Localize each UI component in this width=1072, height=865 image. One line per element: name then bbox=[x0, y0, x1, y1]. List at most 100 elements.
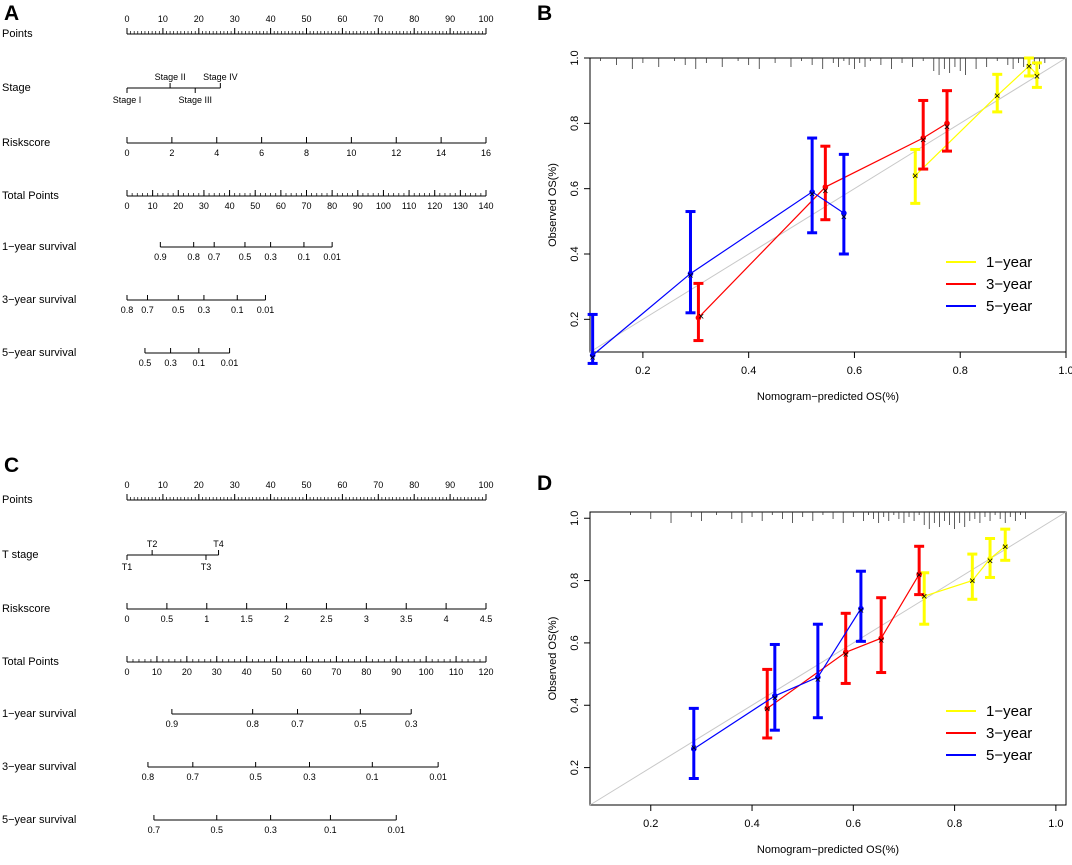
scale-tick-label: 16 bbox=[481, 148, 491, 158]
scale-tick-label: 4 bbox=[214, 148, 219, 158]
data-point bbox=[944, 120, 950, 127]
legend-label: 1−year bbox=[986, 254, 1032, 271]
observed-x-mark: × bbox=[698, 311, 704, 323]
observed-x-mark: × bbox=[815, 674, 821, 686]
scale-tick-label: 70 bbox=[373, 480, 383, 490]
y-axis-title: Observed OS(%) bbox=[547, 163, 559, 247]
observed-x-mark: × bbox=[772, 692, 778, 704]
legend-label: 5−year bbox=[986, 298, 1032, 315]
y-tick-label: 0.2 bbox=[569, 312, 581, 327]
x-tick-label: 0.2 bbox=[643, 818, 658, 830]
data-point bbox=[589, 352, 596, 359]
ideal-diagonal-line bbox=[589, 511, 1067, 806]
survival-tick-label: 0.5 bbox=[249, 772, 262, 782]
observed-x-mark: × bbox=[912, 171, 918, 183]
y-tick-label: 0.2 bbox=[569, 760, 581, 775]
observed-x-mark: × bbox=[1034, 71, 1040, 83]
survival-tick-label: 0.9 bbox=[154, 252, 167, 262]
survival-tick-label: 0.7 bbox=[187, 772, 200, 782]
category-label: T1 bbox=[122, 562, 133, 572]
data-point bbox=[764, 705, 771, 712]
row-label-points: Points bbox=[2, 28, 33, 40]
row-label-3-year-survival: 3−year survival bbox=[2, 761, 76, 773]
scale-tick-label: 40 bbox=[266, 480, 276, 490]
scale-tick-label: 80 bbox=[361, 667, 371, 677]
scale-tick-label: 50 bbox=[301, 480, 311, 490]
data-point bbox=[815, 674, 821, 681]
observed-x-mark: × bbox=[589, 352, 595, 364]
survival-tick-label: 0.3 bbox=[405, 719, 418, 729]
calibration-plot-d: 0.2 0.4 0.6 0.8 1.0 0.2 0.4 0.6 0.8 1.0 Nomogram−p… bbox=[547, 511, 1067, 856]
data-point bbox=[841, 210, 847, 216]
scale-tick-label: 1.5 bbox=[240, 614, 253, 624]
data-point bbox=[695, 314, 702, 321]
scale-tick-label: 90 bbox=[445, 14, 455, 24]
scale-tick-label: 10 bbox=[158, 14, 168, 24]
scale-tick-label: 40 bbox=[225, 201, 235, 211]
survival-tick-label: 0.3 bbox=[264, 825, 277, 835]
survival-tick-label: 0.3 bbox=[198, 305, 211, 315]
observed-x-mark: × bbox=[920, 135, 926, 147]
scale-tick-label: 20 bbox=[194, 14, 204, 24]
category-label: Stage III bbox=[178, 95, 212, 105]
ideal-diagonal-line bbox=[589, 57, 1067, 353]
scale-tick-label: 130 bbox=[453, 201, 468, 211]
data-point bbox=[687, 270, 694, 277]
row-label-points: Points bbox=[2, 494, 33, 506]
x-tick-label: 0.6 bbox=[846, 818, 861, 830]
scale-tick-label: 90 bbox=[445, 480, 455, 490]
data-point bbox=[994, 92, 1001, 99]
data-point bbox=[858, 605, 864, 612]
series-line-1-year bbox=[924, 545, 1006, 597]
survival-tick-label: 0.7 bbox=[141, 305, 154, 315]
scale-tick-label: 10 bbox=[148, 201, 158, 211]
data-point bbox=[1034, 71, 1040, 78]
survival-tick-label: 0.5 bbox=[354, 719, 367, 729]
data-point bbox=[809, 189, 815, 195]
plot-frame bbox=[589, 57, 1067, 353]
x-tick-label: 1.0 bbox=[1058, 365, 1072, 377]
scale-tick-label: 60 bbox=[276, 201, 286, 211]
scale-tick-label: 0 bbox=[124, 148, 129, 158]
scale-tick-label: 2 bbox=[284, 614, 289, 624]
survival-tick-label: 0.8 bbox=[187, 252, 200, 262]
row-label-stage: Stage bbox=[2, 82, 31, 94]
survival-tick-label: 0.3 bbox=[303, 772, 316, 782]
y-tick-label: 0.4 bbox=[569, 698, 581, 713]
data-point bbox=[691, 746, 697, 752]
scale-tick-label: 60 bbox=[337, 14, 347, 24]
scale-tick-label: 10 bbox=[346, 148, 356, 158]
panel-label-d: D bbox=[537, 472, 552, 495]
survival-tick-label: 0.1 bbox=[366, 772, 379, 782]
observed-x-mark: × bbox=[878, 635, 884, 647]
survival-tick-label: 0.5 bbox=[172, 305, 185, 315]
legend-label: 3−year bbox=[986, 276, 1032, 293]
x-tick-label: 1.0 bbox=[1048, 818, 1063, 830]
data-point bbox=[969, 577, 976, 584]
observed-x-mark: × bbox=[691, 742, 697, 754]
series-line-1-year bbox=[914, 65, 1038, 177]
category-label: T2 bbox=[147, 539, 158, 549]
calibration-plot-b: 0.2 0.4 0.6 0.8 1.0 0.2 0.4 0.6 0.8 1.0 Nomogram−p… bbox=[547, 50, 1072, 403]
scale-tick-label: 0 bbox=[124, 667, 129, 677]
survival-tick-label: 0.3 bbox=[164, 358, 177, 368]
survival-tick-label: 0.01 bbox=[221, 358, 239, 368]
y-tick-label: 0.8 bbox=[569, 573, 581, 588]
data-point bbox=[920, 135, 926, 141]
series-line-5-year bbox=[693, 608, 862, 750]
data-point bbox=[916, 571, 922, 578]
observed-x-mark: × bbox=[1002, 541, 1008, 553]
survival-tick-label: 0.9 bbox=[166, 719, 179, 729]
scale-tick-label: 0 bbox=[124, 614, 129, 624]
observed-x-mark: × bbox=[994, 91, 1000, 103]
row-label-5-year-survival: 5−year survival bbox=[2, 814, 76, 826]
observed-x-mark: × bbox=[843, 649, 849, 661]
scale-tick-label: 10 bbox=[152, 667, 162, 677]
survival-tick-label: 0.1 bbox=[324, 825, 337, 835]
data-point bbox=[772, 693, 778, 699]
scale-tick-label: 14 bbox=[436, 148, 446, 158]
survival-tick-label: 0.01 bbox=[257, 305, 275, 315]
data-point bbox=[842, 649, 849, 656]
